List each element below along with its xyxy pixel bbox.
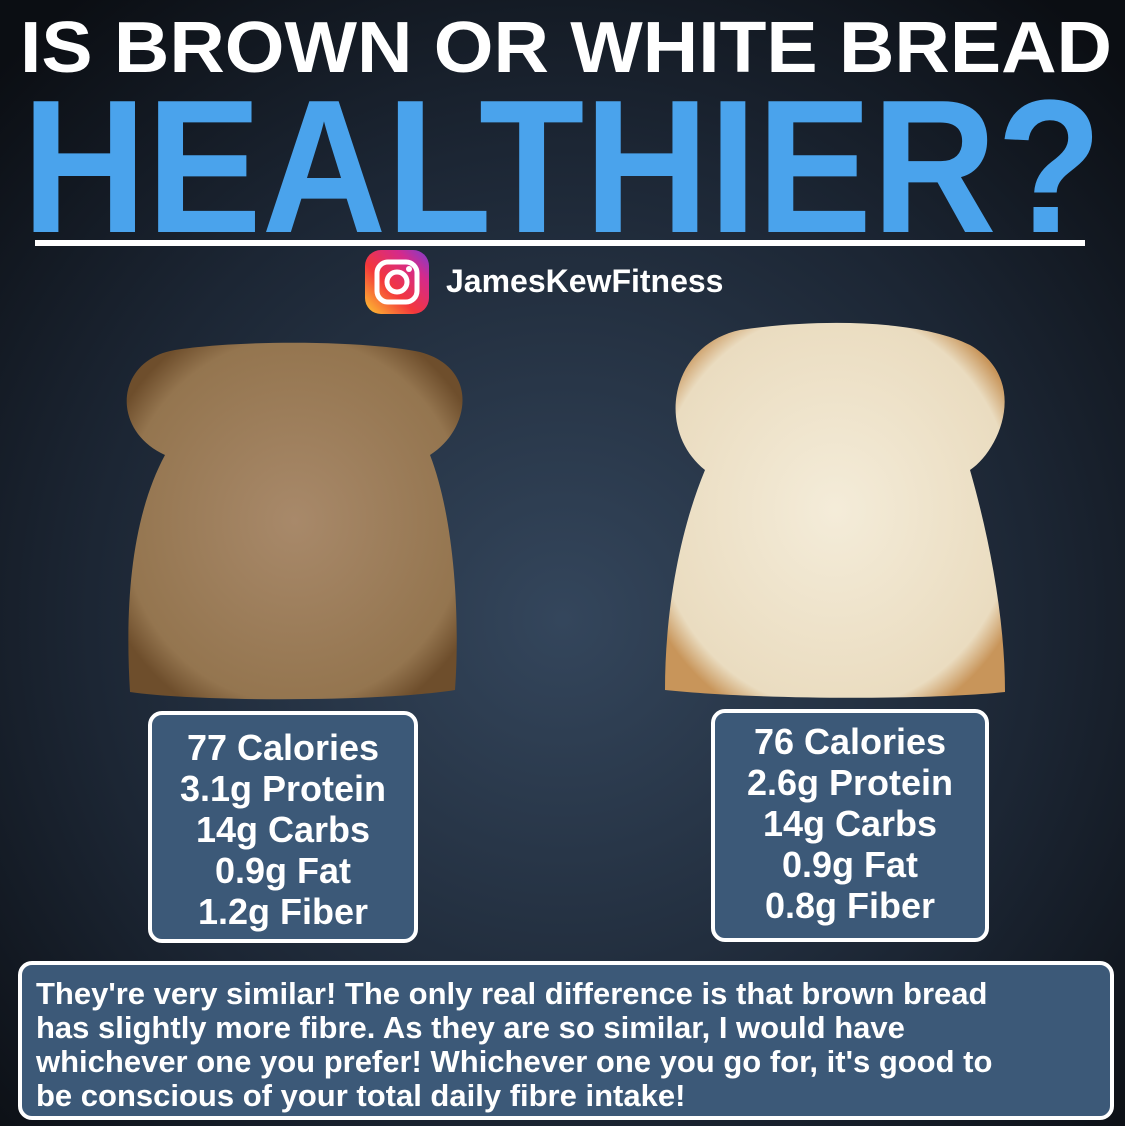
title-underline [35, 240, 1085, 246]
nutrition-line: 2.6g Protein [747, 762, 953, 803]
summary-line: has slightly more fibre. As they are so … [36, 1010, 905, 1045]
nutrition-line: 1.2g Fiber [198, 891, 368, 932]
nutrition-line: 77 Calories [187, 727, 379, 768]
summary-line: be conscious of your total daily fibre i… [36, 1078, 685, 1113]
summary-line: They're very similar! The only real diff… [36, 976, 987, 1011]
panel-white [711, 709, 989, 942]
brown-bread [126, 342, 463, 700]
handle: JamesKewFitness [446, 263, 723, 299]
summary-line: whichever one you prefer! Whichever one … [35, 1044, 992, 1079]
title-line-2: HEALTHIER? [22, 61, 1102, 273]
nutrition-line: 0.8g Fiber [765, 885, 935, 926]
white-bread [665, 322, 1005, 698]
nutrition-line: 0.9g Fat [782, 844, 918, 885]
nutrition-line: 14g Carbs [763, 803, 937, 844]
summary-box [18, 961, 1114, 1120]
nutrition-line: 14g Carbs [196, 809, 370, 850]
nutrition-line: 76 Calories [754, 721, 946, 762]
nutrition-line: 0.9g Fat [215, 850, 351, 891]
title-line-1: IS BROWN OR WHITE BREAD [20, 8, 1112, 88]
instagram-icon [365, 250, 429, 314]
panel-brown [148, 711, 418, 943]
nutrition-line: 3.1g Protein [180, 768, 386, 809]
